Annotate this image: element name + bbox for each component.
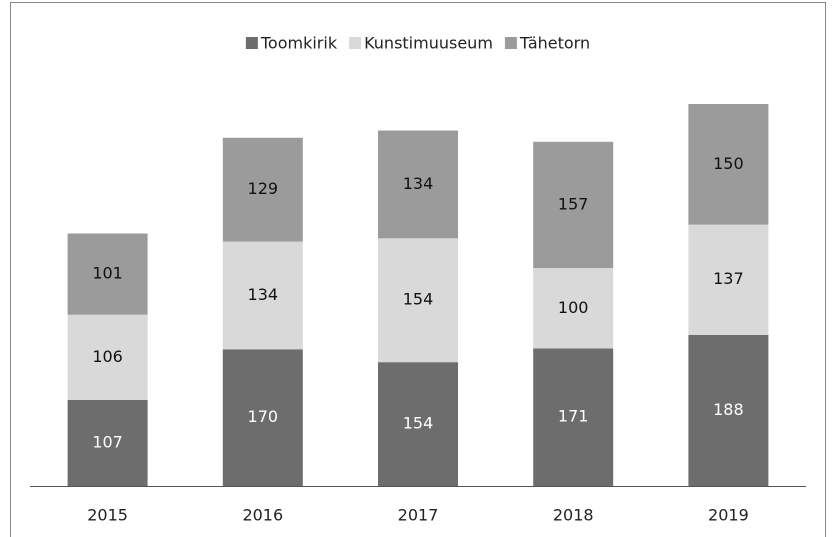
bar-segment bbox=[67, 233, 148, 315]
data-label: 129 bbox=[248, 179, 279, 198]
data-label: 134 bbox=[403, 174, 434, 193]
bar-segment bbox=[533, 348, 614, 486]
data-label: 106 bbox=[92, 347, 123, 366]
bar-segment bbox=[378, 238, 458, 363]
data-label: 150 bbox=[713, 154, 744, 173]
data-label: 134 bbox=[248, 285, 279, 304]
data-label: 170 bbox=[248, 407, 279, 426]
bar-segment bbox=[67, 399, 148, 486]
data-label: 154 bbox=[403, 414, 434, 433]
x-tick-label: 2019 bbox=[708, 506, 749, 525]
bar-segment bbox=[222, 241, 303, 350]
legend-label: Kunstimuuseum bbox=[364, 34, 493, 53]
data-label: 154 bbox=[403, 290, 434, 309]
x-tick-label: 2015 bbox=[87, 506, 128, 525]
bar-segment bbox=[533, 141, 614, 269]
legend-swatch bbox=[245, 37, 258, 49]
data-label: 171 bbox=[558, 407, 589, 426]
x-tick-label: 2016 bbox=[242, 506, 283, 525]
legend-label: Tähetorn bbox=[519, 34, 590, 53]
x-tick-label: 2018 bbox=[553, 506, 594, 525]
bar-segment bbox=[378, 130, 458, 239]
bar-segment bbox=[533, 268, 614, 349]
data-label: 100 bbox=[558, 298, 589, 317]
data-label: 157 bbox=[558, 194, 589, 213]
data-label: 101 bbox=[92, 264, 123, 283]
chart-frame bbox=[10, 2, 826, 537]
bar-segment bbox=[688, 104, 769, 225]
bar-segment bbox=[378, 362, 458, 486]
bar-segment bbox=[222, 137, 303, 242]
legend-swatch bbox=[504, 37, 517, 49]
bar-segment bbox=[222, 349, 303, 486]
bar-segment bbox=[688, 334, 769, 486]
data-label: 107 bbox=[92, 432, 123, 451]
data-label: 188 bbox=[713, 400, 744, 419]
bar-segment bbox=[67, 314, 148, 400]
x-tick-label: 2017 bbox=[398, 506, 439, 525]
legend-label: Toomkirik bbox=[260, 34, 338, 53]
bar-segment bbox=[688, 224, 769, 335]
data-label: 137 bbox=[713, 269, 744, 288]
legend-swatch bbox=[349, 37, 362, 49]
